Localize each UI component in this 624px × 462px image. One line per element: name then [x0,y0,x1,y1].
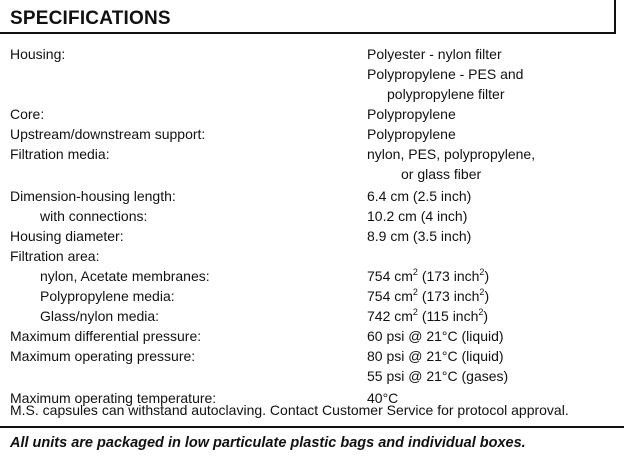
spec-value: Polypropylene [367,106,456,122]
spec-value: 60 psi @ 21°C (liquid) [367,328,504,344]
spec-row-housing-cont: Polypropylene - PES and [0,64,616,84]
spec-label: Core: [10,106,45,122]
spec-value: 754 cm2 (173 inch2) [367,267,490,285]
page-title: SPECIFICATIONS [10,8,171,29]
bottom-divider [0,426,624,428]
spec-row-operating: Maximum operating pressure: 80 psi @ 21°… [0,346,616,366]
packaging-note: All units are packaged in low particulat… [10,435,526,451]
spec-value: 55 psi @ 21°C (gases) [367,368,509,384]
spec-value: 80 psi @ 21°C (liquid) [367,348,504,364]
spec-label: Maximum operating temperature: [10,390,217,406]
spec-value: 40°C [367,390,399,406]
spec-row-length: Dimension-housing length: 6.4 cm (2.5 in… [0,186,616,206]
spec-row-connections: with connections: 10.2 cm (4 inch) [0,206,616,226]
spec-label: Maximum differential pressure: [10,328,202,344]
spec-row-support: Upstream/downstream support: Polypropyle… [0,124,616,144]
spec-value: Polyester - nylon filter [367,46,502,62]
spec-label: Housing diameter: [10,228,124,244]
spec-value: Polypropylene [367,126,456,142]
spec-row-operating-cont: 55 psi @ 21°C (gases) [0,366,616,388]
spec-value: nylon, PES, polypropylene, [367,146,536,162]
spec-row-differential: Maximum differential pressure: 60 psi @ … [0,326,616,346]
spec-value: polypropylene filter [387,86,505,102]
spec-label: Maximum operating pressure: [10,348,196,364]
spec-row-housing: Housing: Polyester - nylon filter [0,44,616,64]
spec-row-media-cont: or glass fiber [0,164,616,186]
spec-value: Polypropylene - PES and [367,66,524,82]
spec-row-housing-cont: polypropylene filter [0,84,616,104]
top-divider [0,32,616,34]
right-divider [614,0,616,34]
spec-value: 754 cm2 (173 inch2) [367,287,490,305]
spec-value: 10.2 cm (4 inch) [367,208,468,224]
autoclave-footnote: M.S. capsules can withstand autoclaving.… [10,402,569,418]
spec-value: or glass fiber [401,166,482,182]
spec-row-media: Filtration media: nylon, PES, polypropyl… [0,144,616,164]
spec-label: Upstream/downstream support: [10,126,206,142]
spec-value: 6.4 cm (2.5 inch) [367,188,472,204]
spec-row-glass: Glass/nylon media: 742 cm2 (115 inch2) [0,306,616,326]
spec-label: Dimension-housing length: [10,188,176,204]
spec-label: nylon, Acetate membranes: [40,268,210,284]
spec-label: Polypropylene media: [40,288,175,304]
spec-label: Glass/nylon media: [40,308,160,324]
spec-row-diameter: Housing diameter: 8.9 cm (3.5 inch) [0,226,616,246]
spec-label: Filtration media: [10,146,110,162]
spec-value: 742 cm2 (115 inch2) [367,307,489,325]
spec-label: Filtration area: [10,248,100,264]
spec-row-polypropylene: Polypropylene media: 754 cm2 (173 inch2) [0,286,616,306]
spec-label: with connections: [40,208,148,224]
spec-label: Housing: [10,46,66,62]
spec-row-filtration-area: Filtration area: [0,246,616,266]
spec-row-core: Core: Polypropylene [0,104,616,124]
spec-value: 8.9 cm (3.5 inch) [367,228,472,244]
spec-row-temperature: Maximum operating temperature: 40°C [0,388,616,408]
spec-row-nylon: nylon, Acetate membranes: 754 cm2 (173 i… [0,266,616,286]
spec-table: Housing: Polyester - nylon filter Polypr… [0,44,616,408]
